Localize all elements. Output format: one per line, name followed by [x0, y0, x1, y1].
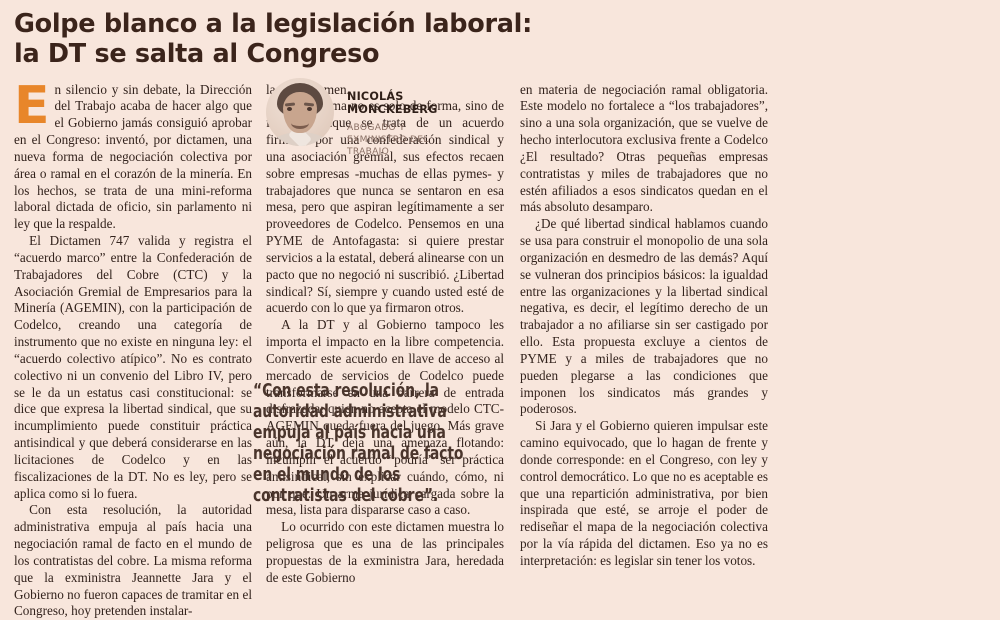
author-name: NICOLÁS MONCKEBERG — [347, 90, 438, 117]
column-one: En silencio y sin debate, la Dirección d… — [14, 75, 252, 620]
author-byline: NICOLÁS MONCKEBERG ABOGADO Y EXMINISTRO … — [266, 78, 481, 159]
portrait-eye-right — [307, 107, 312, 111]
portrait-eye-left — [287, 107, 292, 111]
avatar — [266, 78, 334, 146]
article-page: Golpe blanco a la legislación laboral: l… — [14, 9, 768, 618]
paragraph: Si Jara y el Gobierno quieren impulsar e… — [520, 418, 768, 568]
author-role: ABOGADO Y EXMINISTRO DEL TRABAJO — [347, 122, 429, 158]
paragraph: El problema no es solo de forma, sino de… — [266, 98, 504, 316]
headline-line-1: Golpe blanco a la legislación laboral: — [14, 9, 532, 39]
pull-quote: “Con esta resolución, la autoridad admin… — [253, 381, 464, 506]
paragraph: Con esta resolución, la autoridad admini… — [14, 502, 252, 619]
paragraph: ¿De qué libertad sindical hablamos cuand… — [520, 216, 768, 417]
paragraph: En silencio y sin debate, la Dirección d… — [14, 75, 252, 232]
column-three: en materia de negociación ramal obligato… — [520, 82, 768, 570]
paragraph: Lo ocurrido con este dictamen muestra lo… — [266, 519, 504, 585]
paragraph: A la DT y al Gobierno tampoco les import… — [266, 317, 504, 518]
paragraph: El Dictamen 747 valida y registra el “ac… — [14, 233, 252, 501]
headline-line-2: la DT se salta al Congreso — [14, 38, 380, 69]
paragraph: en materia de negociación ramal obligato… — [520, 81, 768, 215]
portrait-smile — [291, 117, 309, 129]
author-meta: NICOLÁS MONCKEBERG ABOGADO Y EXMINISTRO … — [347, 78, 467, 159]
page-title: Golpe blanco a la legislación laboral: l… — [14, 9, 654, 70]
article-columns: En silencio y sin debate, la Dirección d… — [14, 75, 988, 620]
